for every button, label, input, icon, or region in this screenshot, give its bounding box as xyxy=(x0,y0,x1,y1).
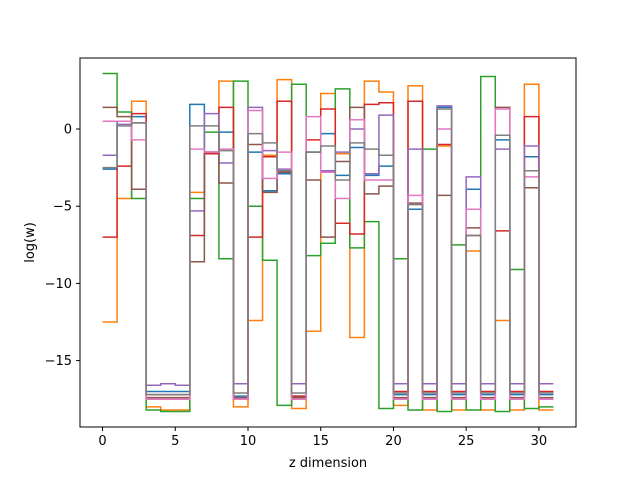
x-tick-label: 20 xyxy=(385,434,402,449)
ticks-layer: 0 5 10 15 20 25 30 −15 −10 −5 0 xyxy=(45,123,548,449)
x-axis-label: z dimension xyxy=(289,456,367,471)
y-tick-label: −15 xyxy=(45,354,72,369)
y-tick-label: −10 xyxy=(45,277,72,292)
y-axis-label: log(w) xyxy=(23,222,38,263)
series-layer xyxy=(102,72,554,413)
x-tick-label: 25 xyxy=(458,434,475,449)
x-tick-label: 0 xyxy=(98,434,106,449)
x-tick-label: 30 xyxy=(531,434,548,449)
series-line-3 xyxy=(102,72,554,413)
x-tick-label: 15 xyxy=(312,434,329,449)
y-tick-label: 0 xyxy=(64,123,72,138)
y-tick-label: −5 xyxy=(53,200,72,215)
series-line-8 xyxy=(102,108,554,396)
axes-frame xyxy=(79,57,577,428)
x-tick-label: 10 xyxy=(240,434,257,449)
x-tick-label: 5 xyxy=(171,434,179,449)
series-line-5 xyxy=(102,105,554,387)
